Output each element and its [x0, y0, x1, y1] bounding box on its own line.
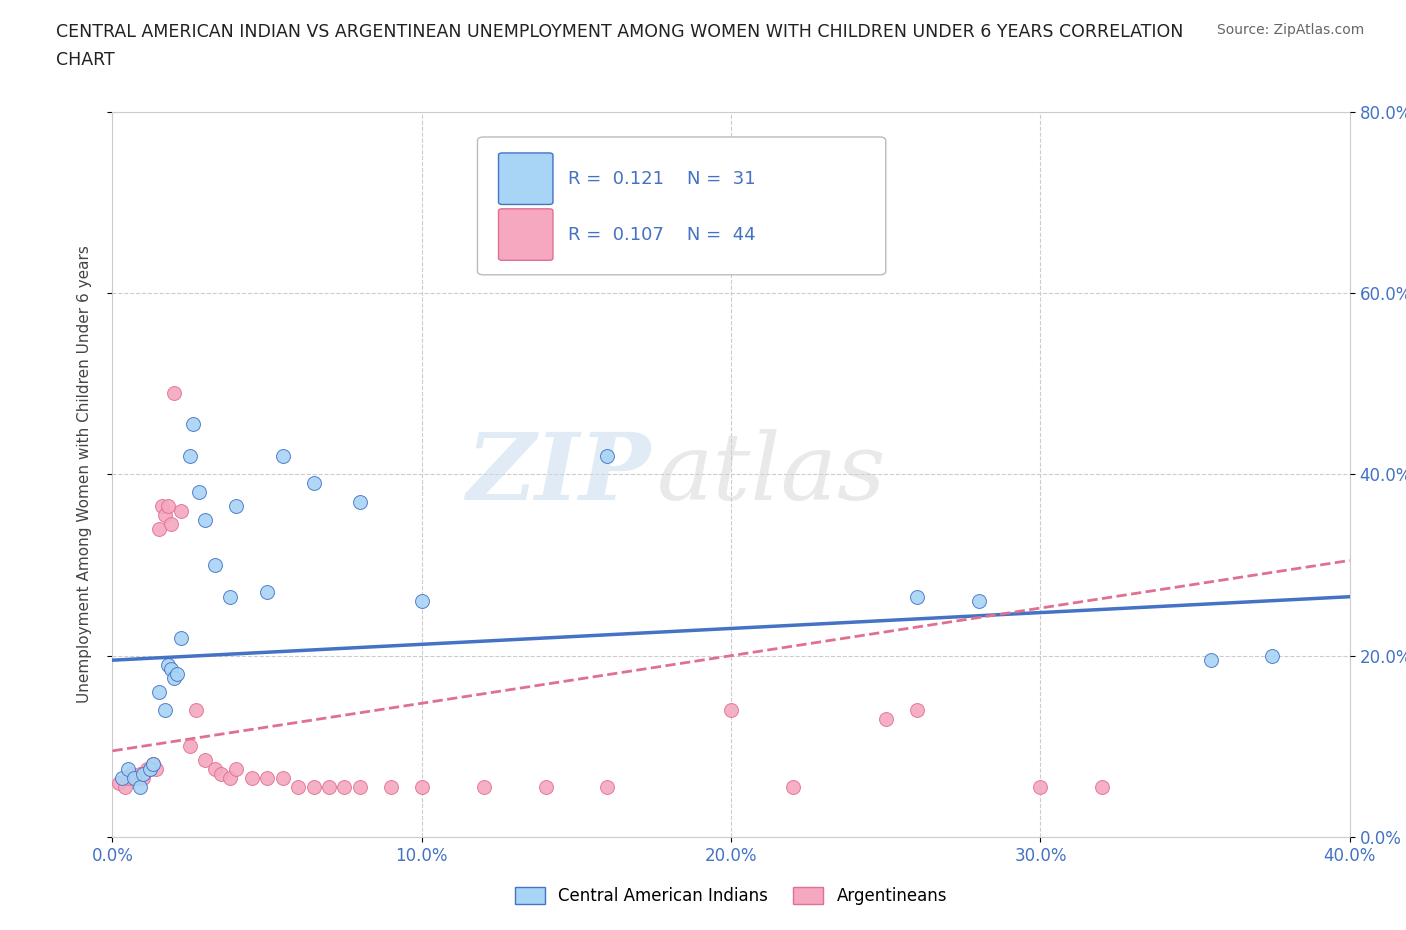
- Point: [302, 779, 325, 794]
- FancyBboxPatch shape: [478, 137, 886, 275]
- Text: CENTRAL AMERICAN INDIAN VS ARGENTINEAN UNEMPLOYMENT AMONG WOMEN WITH CHILDREN UN: CENTRAL AMERICAN INDIAN VS ARGENTINEAN U…: [56, 23, 1184, 41]
- Point: [1261, 648, 1284, 663]
- Point: [157, 498, 180, 513]
- Point: [127, 771, 149, 786]
- Point: [720, 703, 742, 718]
- Point: [1199, 653, 1222, 668]
- Point: [111, 771, 134, 786]
- Point: [534, 779, 557, 794]
- Point: [271, 771, 294, 786]
- Point: [333, 779, 356, 794]
- Point: [194, 512, 217, 527]
- Point: [179, 449, 201, 464]
- Y-axis label: Unemployment Among Women with Children Under 6 years: Unemployment Among Women with Children U…: [77, 246, 91, 703]
- Point: [138, 762, 160, 777]
- Point: [411, 594, 433, 609]
- Point: [138, 762, 160, 777]
- Point: [166, 666, 188, 681]
- Point: [472, 779, 495, 794]
- Point: [142, 757, 165, 772]
- Point: [148, 684, 170, 699]
- Point: [132, 766, 155, 781]
- Point: [204, 762, 226, 777]
- Point: [169, 631, 191, 645]
- Point: [967, 594, 990, 609]
- Text: R =  0.121    N =  31: R = 0.121 N = 31: [568, 169, 755, 188]
- Point: [380, 779, 402, 794]
- Point: [596, 449, 619, 464]
- Point: [160, 517, 183, 532]
- Point: [302, 476, 325, 491]
- FancyBboxPatch shape: [499, 209, 553, 260]
- Point: [318, 779, 340, 794]
- Point: [287, 779, 309, 794]
- Legend: Central American Indians, Argentineans: Central American Indians, Argentineans: [509, 881, 953, 912]
- Point: [225, 498, 247, 513]
- Point: [596, 779, 619, 794]
- Point: [145, 762, 167, 777]
- Text: CHART: CHART: [56, 51, 115, 69]
- Text: atlas: atlas: [657, 430, 886, 519]
- Point: [256, 585, 278, 600]
- Point: [194, 752, 217, 767]
- FancyBboxPatch shape: [499, 153, 553, 205]
- Point: [107, 776, 129, 790]
- Point: [181, 417, 204, 432]
- Text: ZIP: ZIP: [467, 430, 651, 519]
- Point: [225, 762, 247, 777]
- Text: Source: ZipAtlas.com: Source: ZipAtlas.com: [1216, 23, 1364, 37]
- Point: [157, 658, 180, 672]
- Point: [117, 771, 139, 786]
- Point: [163, 385, 186, 400]
- Point: [114, 779, 136, 794]
- Point: [240, 771, 263, 786]
- Point: [163, 671, 186, 685]
- Point: [219, 771, 242, 786]
- Point: [169, 503, 191, 518]
- Point: [122, 771, 145, 786]
- Point: [905, 590, 928, 604]
- Point: [153, 703, 176, 718]
- Point: [179, 738, 201, 753]
- Point: [142, 757, 165, 772]
- Point: [153, 508, 176, 523]
- Point: [349, 779, 371, 794]
- Point: [1029, 779, 1052, 794]
- Point: [411, 779, 433, 794]
- Point: [132, 771, 155, 786]
- Point: [271, 449, 294, 464]
- Point: [256, 771, 278, 786]
- Point: [349, 494, 371, 509]
- Point: [875, 711, 897, 726]
- Point: [1091, 779, 1114, 794]
- Point: [184, 703, 207, 718]
- Point: [204, 558, 226, 573]
- Point: [782, 779, 804, 794]
- Point: [135, 762, 157, 777]
- Text: R =  0.107    N =  44: R = 0.107 N = 44: [568, 226, 755, 244]
- Point: [905, 703, 928, 718]
- Point: [209, 766, 232, 781]
- Point: [160, 662, 183, 677]
- Point: [129, 766, 152, 781]
- Point: [219, 590, 242, 604]
- Point: [117, 762, 139, 777]
- Point: [148, 521, 170, 536]
- Point: [188, 485, 211, 500]
- Point: [129, 779, 152, 794]
- Point: [120, 766, 142, 781]
- Point: [150, 498, 173, 513]
